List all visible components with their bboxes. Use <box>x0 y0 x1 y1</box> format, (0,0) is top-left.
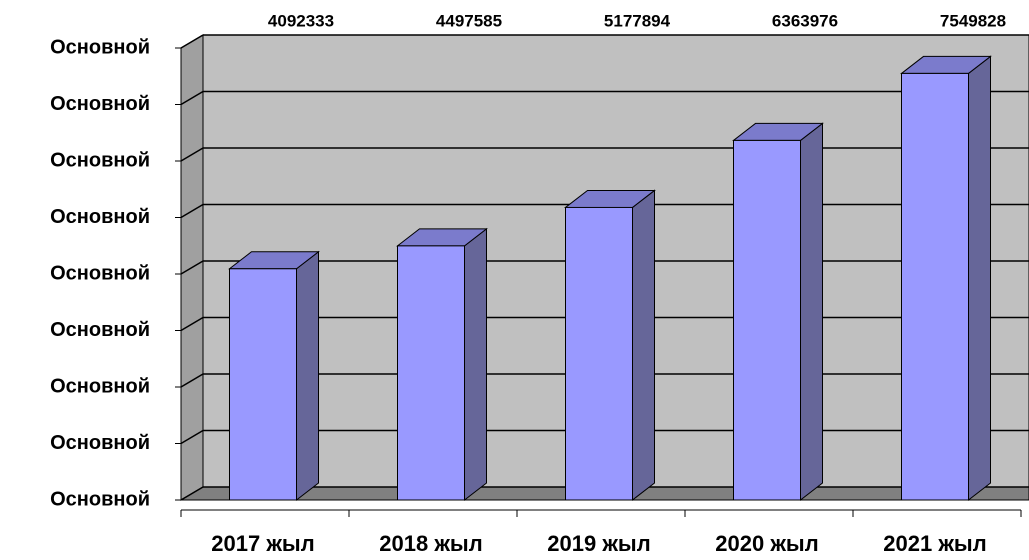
grid-line-side <box>180 260 204 275</box>
y-tick-label: Основной <box>50 36 150 58</box>
bar-side <box>464 227 487 502</box>
y-tick-label: Основной <box>50 149 150 171</box>
data-label: 7549828 <box>940 11 1006 30</box>
data-label: 4497585 <box>436 11 502 30</box>
grid-line-side <box>180 147 204 162</box>
y-tick-label: Основной <box>50 93 150 115</box>
bar <box>397 245 465 501</box>
bar-side <box>632 189 655 502</box>
y-tick-label: Основной <box>50 262 150 284</box>
y-tick-label: Основной <box>50 319 150 341</box>
y-tick-label: Основной <box>50 206 150 228</box>
data-label: 4092333 <box>268 11 334 30</box>
x-tick-label: 2017 жыл <box>211 531 314 555</box>
x-tick-label: 2018 жыл <box>379 531 482 555</box>
grid-line-side <box>180 486 204 501</box>
grid-line-side <box>180 34 204 49</box>
bar <box>565 206 633 501</box>
bar-side <box>296 250 319 502</box>
grid-line-side <box>180 90 204 106</box>
bar-side <box>968 55 991 502</box>
y-tick-label: Основной <box>50 488 150 510</box>
y-tick-label: Основной <box>50 375 150 397</box>
data-label: 5177894 <box>604 11 671 30</box>
y-tick-label: Основной <box>50 432 150 454</box>
x-tick-label: 2019 жыл <box>547 531 650 555</box>
grid-line-side <box>180 316 204 332</box>
bar <box>733 139 801 501</box>
grid-line-side <box>180 429 204 445</box>
x-tick-label: 2021 жыл <box>883 531 986 555</box>
bar <box>229 268 297 501</box>
grid-line-side <box>180 373 204 388</box>
x-tick-label: 2020 жыл <box>715 531 818 555</box>
grid-line-side <box>180 203 204 219</box>
bar-side <box>800 122 823 502</box>
bar <box>901 72 969 501</box>
data-label: 6363976 <box>772 11 838 30</box>
